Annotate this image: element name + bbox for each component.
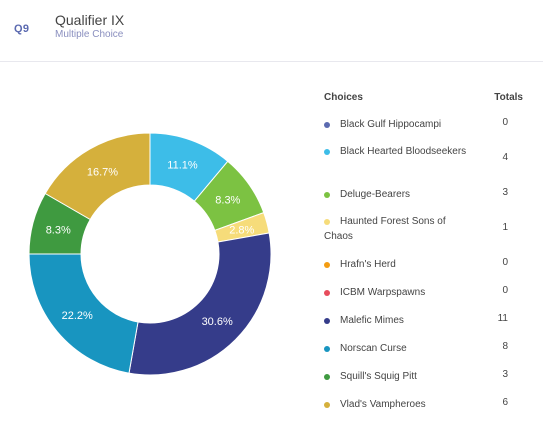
legend-color-swatch bbox=[324, 122, 330, 128]
legend-total: 1 bbox=[502, 222, 508, 233]
legend-color-swatch bbox=[324, 374, 330, 380]
slice-percent-label: 11.1% bbox=[167, 160, 198, 172]
legend-item: Squill's Squig Pitt 3 bbox=[318, 362, 523, 390]
legend-total: 4 bbox=[502, 152, 508, 163]
legend-label: Malefic Mimes bbox=[340, 315, 404, 326]
donut-slice[interactable] bbox=[44, 132, 151, 221]
question-header: Q9 Qualifier IX Multiple Choice bbox=[0, 0, 543, 62]
legend-header: Choices Totals bbox=[318, 88, 523, 110]
legend-item: Hrafn's Herd 0 bbox=[318, 250, 523, 278]
legend-item: Black Hearted Bloodseekers 4 bbox=[318, 138, 523, 180]
legend-label: Black Gulf Hippocampi bbox=[340, 119, 442, 130]
legend-color-swatch bbox=[324, 346, 330, 352]
legend-color-swatch bbox=[324, 149, 330, 155]
legend-total: 3 bbox=[502, 187, 508, 198]
donut-chart: 11.1% 8.3% 2.8% 30.6% 22.2% 8.3% 16.7% bbox=[28, 132, 272, 376]
legend-color-swatch bbox=[324, 290, 330, 296]
legend-total: 6 bbox=[502, 397, 508, 408]
legend-item: Deluge-Bearers 3 bbox=[318, 180, 523, 208]
legend-item: Malefic Mimes 11 bbox=[318, 306, 523, 334]
slice-percent-label: 8.3% bbox=[215, 195, 240, 207]
legend-color-swatch bbox=[324, 402, 330, 408]
donut-slice[interactable] bbox=[28, 253, 139, 374]
question-number: Q9 bbox=[14, 23, 30, 35]
legend-item: Black Gulf Hippocampi 0 bbox=[318, 110, 523, 138]
totals-header: Totals bbox=[494, 92, 523, 103]
choices-header: Choices bbox=[324, 92, 363, 103]
legend-label: Hrafn's Herd bbox=[340, 259, 396, 270]
legend-total: 0 bbox=[502, 285, 508, 296]
legend-total: 11 bbox=[497, 313, 508, 324]
legend-color-swatch bbox=[324, 262, 330, 268]
legend-color-swatch bbox=[324, 192, 330, 198]
legend-label: Deluge-Bearers bbox=[340, 189, 411, 200]
legend-item: Haunted Forest Sons of Chaos 1 bbox=[318, 208, 523, 250]
legend-label: Black Hearted Bloodseekers bbox=[340, 146, 467, 157]
slice-percent-label: 8.3% bbox=[46, 224, 71, 236]
legend-color-swatch bbox=[324, 318, 330, 324]
legend-total: 8 bbox=[502, 341, 508, 352]
slice-percent-label: 30.6% bbox=[202, 316, 233, 328]
legend-label: Squill's Squig Pitt bbox=[340, 371, 417, 382]
slice-percent-label: 16.7% bbox=[87, 167, 118, 179]
chart-legend: Choices Totals Black Gulf Hippocampi 0 Bla… bbox=[318, 88, 523, 418]
legend-rows: Black Gulf Hippocampi 0 Black Hearted Bloo… bbox=[318, 110, 523, 418]
legend-label: Vlad's Vampheroes bbox=[340, 399, 426, 410]
slice-percent-label: 22.2% bbox=[62, 310, 93, 322]
donut-slice[interactable] bbox=[128, 232, 272, 376]
legend-label: Norscan Curse bbox=[340, 343, 407, 354]
legend-total: 0 bbox=[502, 257, 508, 268]
legend-item: Vlad's Vampheroes 6 bbox=[318, 390, 523, 418]
slice-percent-label: 2.8% bbox=[229, 224, 254, 236]
question-type: Multiple Choice bbox=[55, 29, 124, 40]
legend-label: Haunted Forest Sons of Chaos bbox=[324, 216, 446, 242]
legend-total: 0 bbox=[502, 117, 508, 128]
legend-label: ICBM Warpspawns bbox=[340, 287, 426, 298]
legend-item: Norscan Curse 8 bbox=[318, 334, 523, 362]
legend-color-swatch bbox=[324, 219, 330, 225]
legend-total: 3 bbox=[502, 369, 508, 380]
question-title: Qualifier IX bbox=[55, 12, 125, 28]
legend-item: ICBM Warpspawns 0 bbox=[318, 278, 523, 306]
